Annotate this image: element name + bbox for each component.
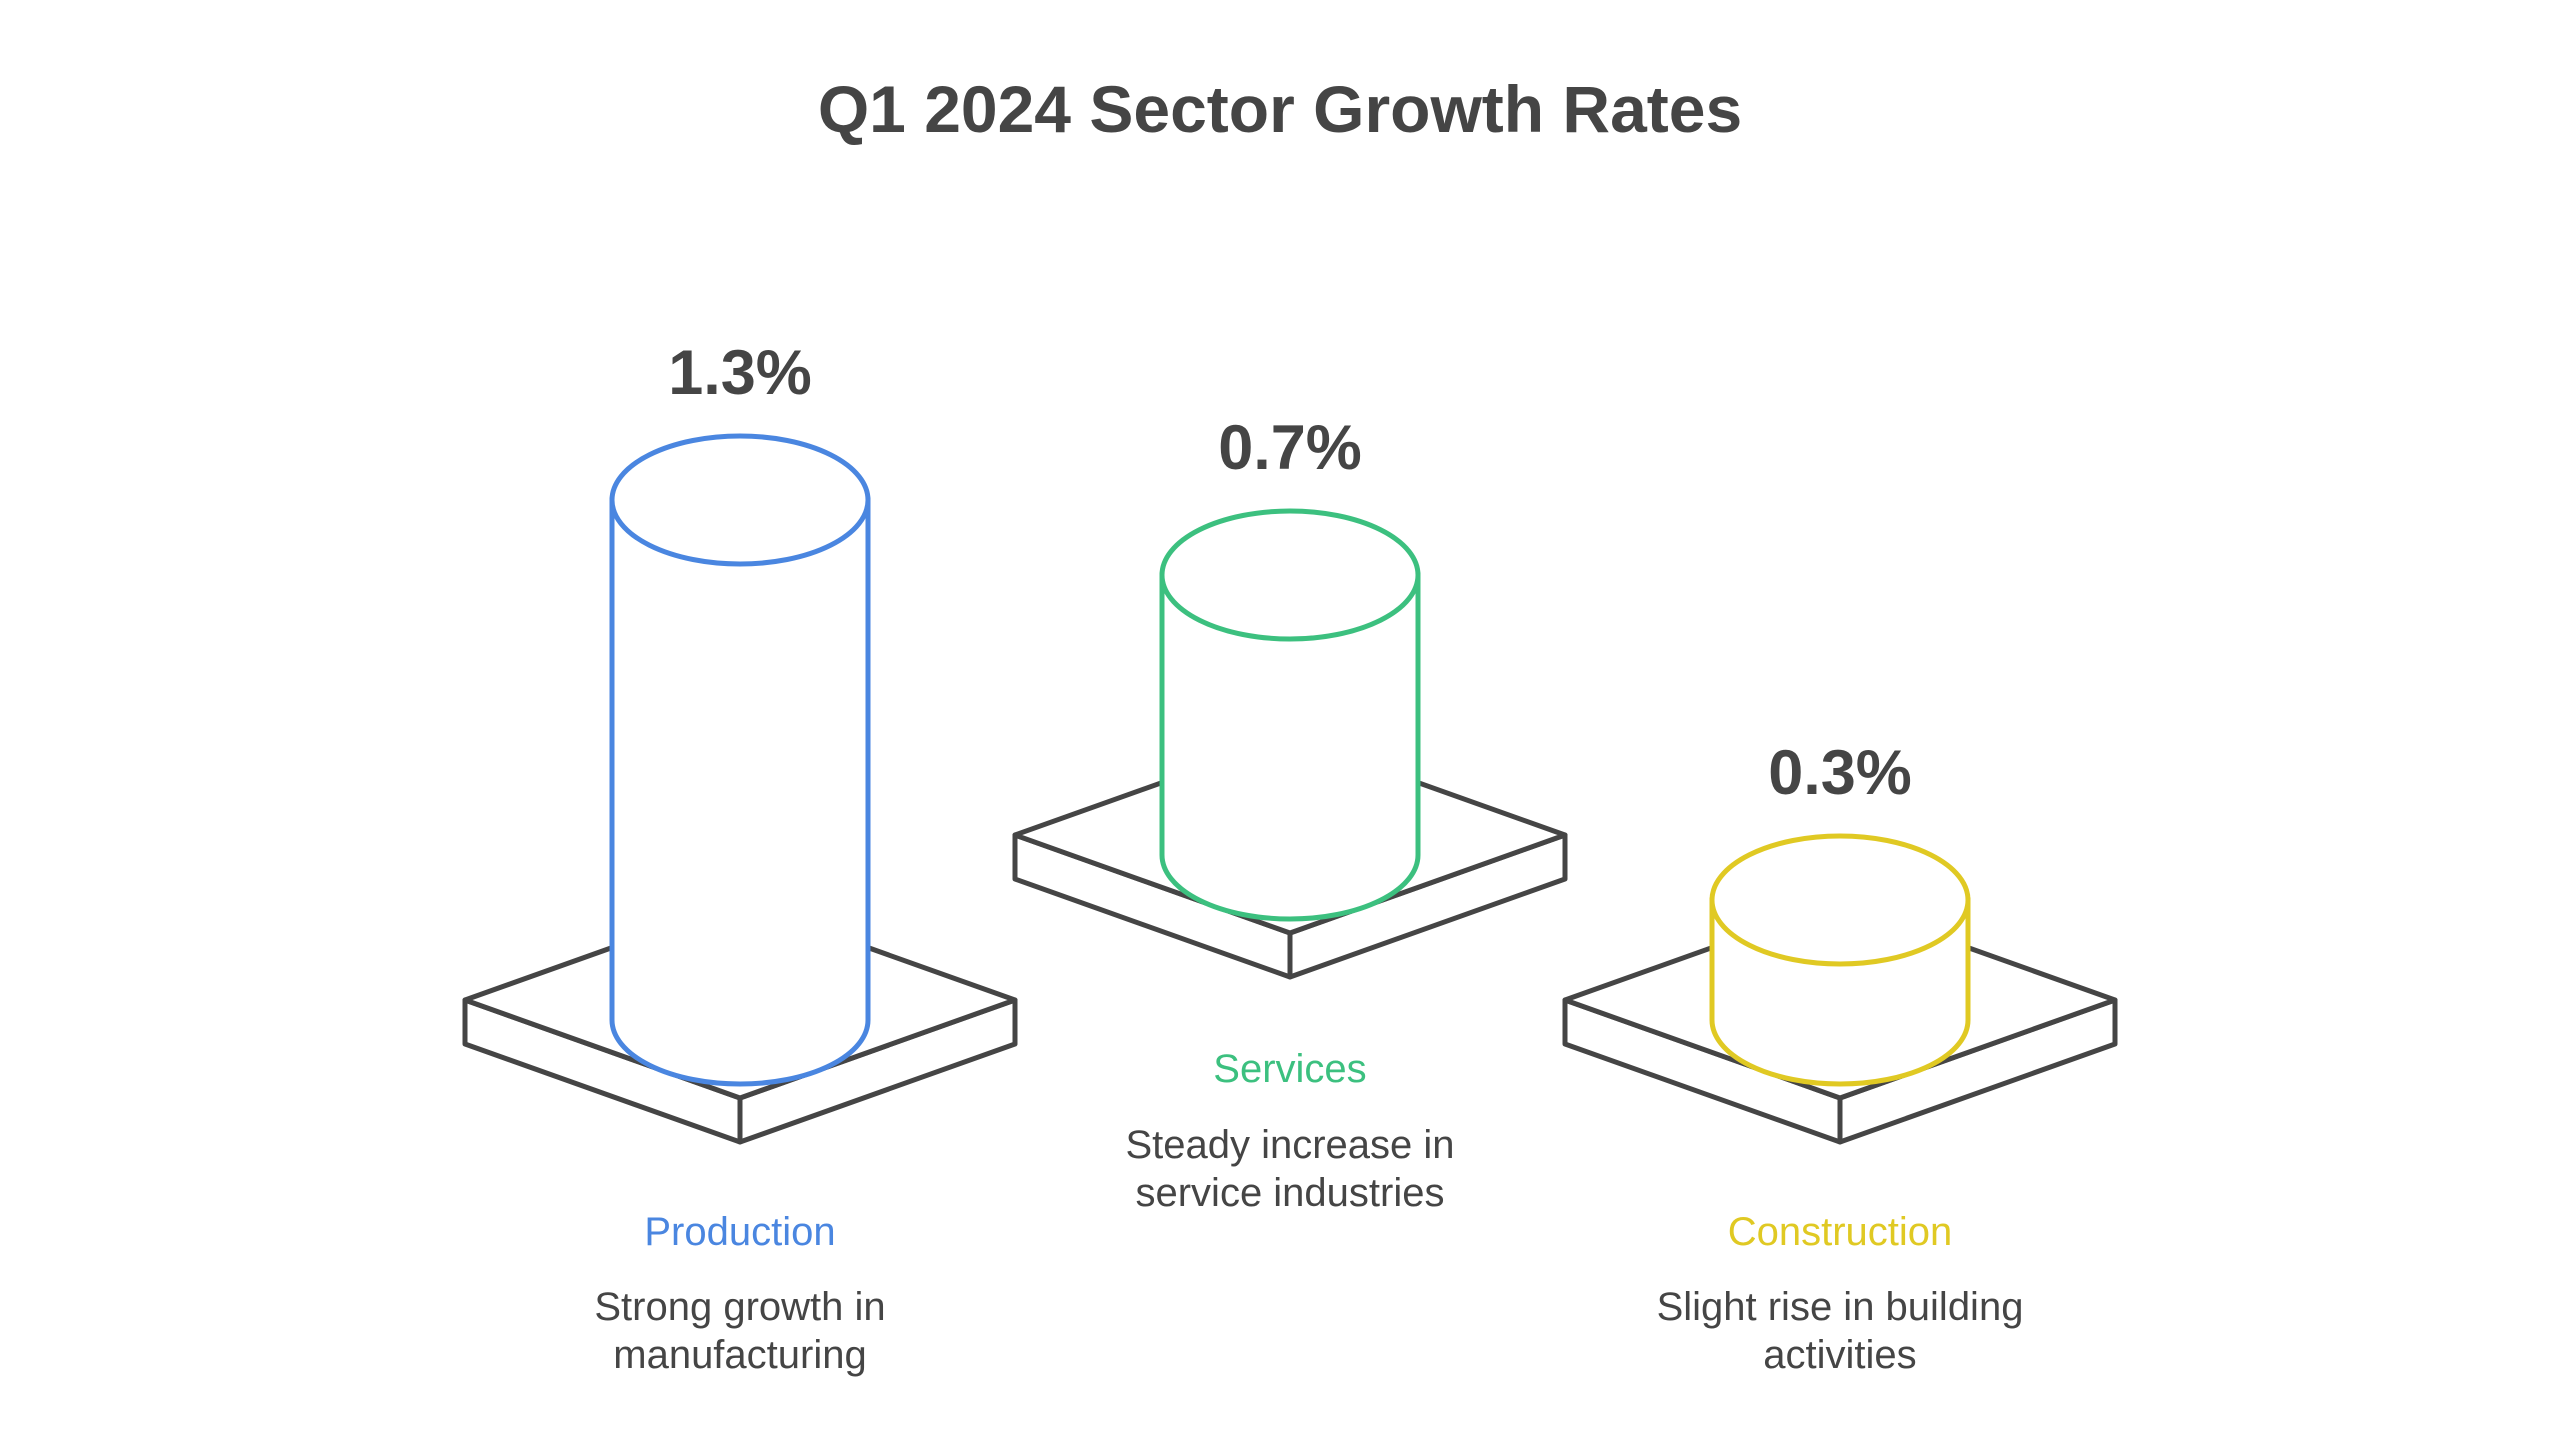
- category-label-construction: Construction: [1728, 1210, 1953, 1254]
- description-production-line-1: Strong growth in: [594, 1285, 885, 1329]
- bar-group-production: 1.3% Production Strong growth inmanufactur…: [462, 338, 1018, 1377]
- bar-production: [609, 497, 871, 1087]
- description-services-line-1: Steady increase in: [1125, 1123, 1454, 1167]
- bar-top-production: [609, 433, 871, 567]
- bar-top-construction: [1709, 833, 1971, 967]
- description-construction-line-1: Slight rise in building: [1657, 1285, 2024, 1329]
- bar-group-construction: 0.3% Construction Slight rise in buildinga…: [1562, 738, 2118, 1377]
- category-label-production: Production: [644, 1210, 835, 1254]
- description-services-line-2: service industries: [1135, 1171, 1444, 1215]
- description-construction-line-2: activities: [1763, 1333, 1916, 1377]
- chart-bars: 1.3% Production Strong growth inmanufactur…: [462, 338, 2118, 1377]
- value-label-production: 1.3%: [668, 338, 812, 408]
- value-label-construction: 0.3%: [1768, 738, 1912, 808]
- category-label-services: Services: [1213, 1047, 1366, 1091]
- description-production-line-2: manufacturing: [613, 1333, 866, 1377]
- bar-services: [1159, 572, 1421, 922]
- chart-title: Q1 2024 Sector Growth Rates: [818, 72, 1742, 146]
- value-label-services: 0.7%: [1218, 413, 1362, 483]
- bar-top-services: [1159, 508, 1421, 642]
